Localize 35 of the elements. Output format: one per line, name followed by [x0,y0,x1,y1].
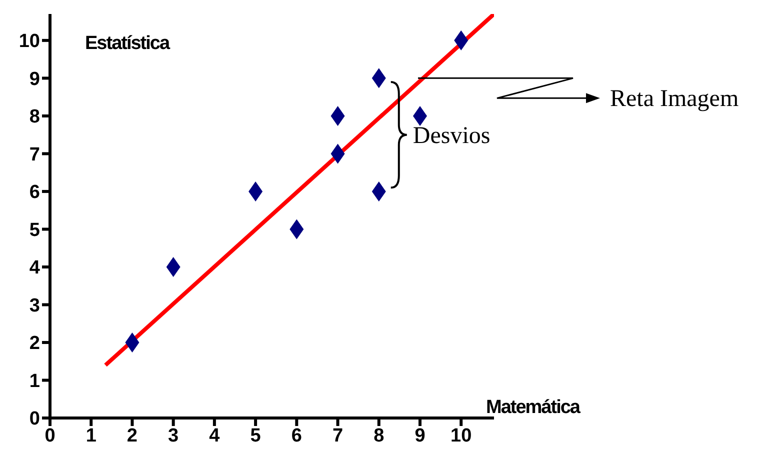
y-tick-label: 9 [29,68,40,90]
x-axis-title: Matemática [486,397,581,418]
y-tick-label: 10 [18,31,40,52]
y-tick-label: 4 [29,258,40,279]
y-tick-label: 0 [29,408,40,430]
x-tick-label: 7 [332,425,344,446]
annotation: Desvios [412,122,490,149]
point [248,181,263,202]
point [166,256,180,277]
point [330,144,345,164]
x-tick-label: 2 [126,425,138,446]
point [290,219,304,240]
point [125,332,140,352]
y-tick-label: 7 [29,144,40,166]
point [330,106,345,126]
y-tick-label: 6 [29,182,40,204]
x-tick-label: 6 [291,425,302,446]
x-tick-label: 4 [209,425,220,446]
x-tick-label: 0 [44,425,56,446]
point [372,68,386,88]
x-tick-label: 3 [168,425,179,446]
y-tick-label: 5 [29,220,40,241]
y-tick-label: 8 [29,106,40,128]
x-tick-label: 9 [414,425,426,446]
text: Reta Imagem [610,86,739,112]
x-tick-label: 1 [86,425,97,446]
x-tick-label: 5 [250,425,262,446]
x-tick-label: 8 [374,425,384,446]
point [454,30,468,50]
y-tick-label: 3 [29,295,40,316]
point [372,181,386,202]
y-tick-label: 2 [29,333,40,354]
y-tick-label: 1 [29,370,40,392]
y-axis-title: Estatística [85,33,170,54]
x-tick-label: 10 [450,425,472,446]
